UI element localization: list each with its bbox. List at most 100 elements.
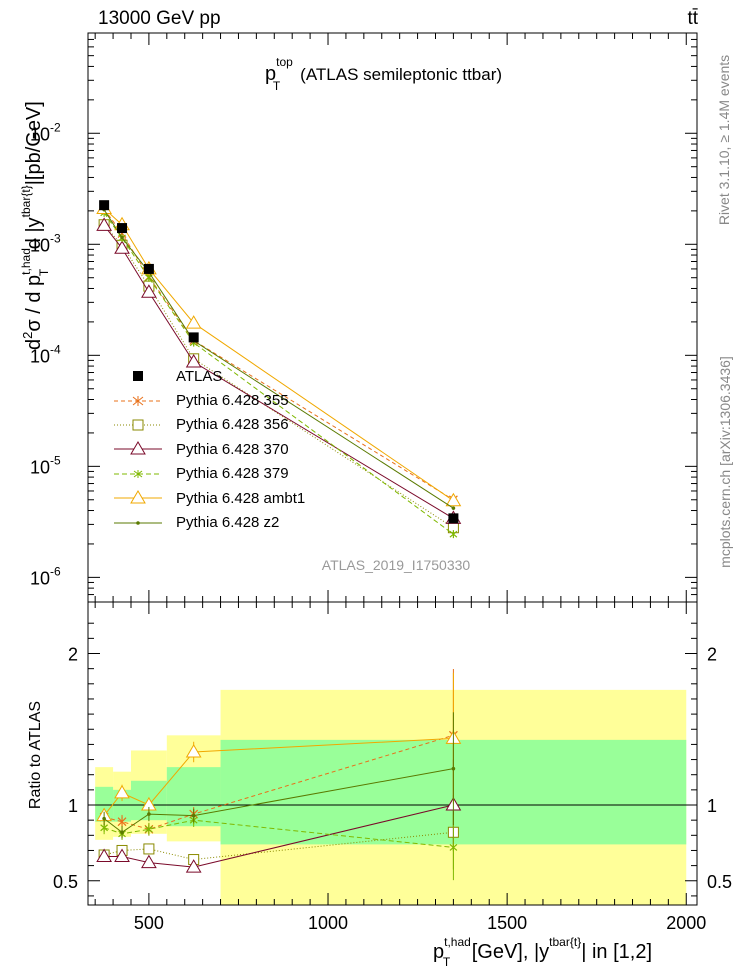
atlas-data-point: [448, 513, 459, 524]
marker-filled-square: [99, 200, 110, 211]
series-line-3: [103, 819, 454, 848]
marker-open-triangle: [114, 784, 130, 799]
analysis-id-watermark: ATLAS_2019_I1750330: [322, 557, 471, 573]
data-point-5: [147, 812, 151, 816]
marker-open-triangle: [141, 854, 157, 869]
data-point-2: [141, 854, 157, 869]
data-point-5: [451, 506, 456, 510]
ratio-plot-frame: [87, 601, 698, 906]
marker-open-triangle: [185, 859, 202, 873]
marker-open-triangle: [114, 240, 130, 254]
legend-label: Pythia 6.428 ambt1: [176, 489, 306, 507]
legend: ATLAS Pythia 6.428 355 Pythia 6.428 356 …: [110, 364, 305, 535]
main-y-axis-label: d2σ / d pt,had T d |ytbar{t}|[pb/GeV]: [19, 101, 51, 350]
x-tick-label: 2000: [666, 913, 706, 933]
legend-label: ATLAS: [176, 367, 223, 385]
legend-label: Pythia 6.428 355: [176, 392, 289, 410]
marker-star: [145, 825, 153, 834]
marker-dot: [451, 766, 456, 771]
legend-label: Pythia 6.428 379: [176, 465, 289, 483]
x-tick-label: 1000: [308, 913, 348, 933]
data-point-3: [449, 843, 458, 852]
data-point-4: [185, 743, 202, 758]
legend-label: Pythia 6.428 356: [176, 416, 289, 434]
atlas-data-point: [99, 200, 110, 211]
data-point-0: [117, 816, 127, 827]
data-point-2: [185, 354, 202, 368]
data-point-3: [145, 825, 153, 834]
data-point-5: [102, 816, 106, 821]
process-label: tt̄: [687, 8, 698, 29]
ratio-y-tick-label: 0.5: [53, 872, 78, 892]
legend-label: Pythia 6.428 370: [176, 440, 289, 458]
marker-open-triangle: [445, 492, 462, 507]
marker-dot: [102, 816, 106, 821]
marker-dot: [451, 506, 456, 510]
y-tick-label: 10-5: [30, 453, 61, 477]
marker-open-triangle: [96, 217, 112, 231]
data-point-4: [185, 315, 202, 329]
main-title: ptop T(ATLAS semileptonic ttbar): [265, 55, 502, 93]
marker-dot: [147, 812, 151, 816]
legend-item-379: Pythia 6.428 379: [110, 462, 305, 486]
energy-label: 13000 GeV pp: [98, 8, 221, 29]
data-point-3: [145, 273, 153, 282]
atlas-data-point: [188, 332, 199, 343]
y-tick-label: 10-4: [30, 342, 61, 366]
marker-open-triangle: [185, 315, 202, 329]
data-point-2: [114, 240, 130, 254]
uncertainty-band-green: [95, 786, 114, 822]
marker-dot: [120, 830, 124, 835]
mcplots-source-label: mcplots.cern.ch [arXiv:1306.3436]: [717, 356, 733, 568]
data-point-5: [120, 235, 124, 240]
x-axis-label: pt,had T [GeV], |ytbar{t}| in [1,2]: [433, 935, 652, 969]
ratio-y-tick-label: 0.5: [707, 872, 732, 892]
marker-filled-square: [117, 223, 128, 234]
marker-filled-square: [143, 263, 154, 274]
legend-item-356: Pythia 6.428 356: [110, 413, 305, 437]
marker-dot: [191, 813, 196, 818]
series-line-0: [103, 208, 454, 501]
marker-star: [117, 816, 127, 827]
ratio-y-tick-label: 1: [707, 796, 717, 816]
rivet-version-label: Rivet 3.1.10, ≥ 1.4M events: [716, 54, 732, 226]
data-point-5: [451, 766, 456, 771]
y-tick-label: 10-6: [30, 564, 61, 588]
marker-star: [449, 843, 458, 852]
atlas-data-point: [143, 263, 154, 274]
marker-open-triangle: [185, 743, 202, 758]
data-point-2: [114, 848, 130, 863]
x-tick-label: 500: [134, 913, 164, 933]
atlas-data-point: [117, 223, 128, 234]
ratio-y-tick-label: 2: [707, 645, 717, 665]
data-point-5: [191, 813, 196, 818]
marker-open-triangle: [185, 354, 202, 368]
marker-open-triangle: [141, 284, 157, 298]
y-tick-label: 10-3: [30, 231, 61, 255]
data-point-4: [114, 784, 130, 799]
data-point-2: [185, 859, 202, 873]
ratio-y-tick-label: 2: [68, 645, 78, 665]
marker-star: [145, 273, 153, 282]
ratio-y-tick-label: 1: [68, 796, 78, 816]
legend-label: Pythia 6.428 z2: [176, 514, 280, 532]
marker-dot: [120, 235, 124, 240]
data-point-2: [96, 848, 112, 863]
data-point-2: [141, 284, 157, 298]
marker-open-triangle: [114, 848, 130, 863]
legend-item-atlas: ATLAS: [110, 364, 305, 388]
marker-open-triangle: [96, 848, 112, 863]
marker-open-square: [143, 843, 155, 855]
legend-item-z2: Pythia 6.428 z2: [110, 510, 305, 534]
marker-star: [449, 530, 458, 539]
data-point-5: [120, 830, 124, 835]
data-point-1: [143, 843, 155, 855]
data-point-4: [445, 492, 462, 507]
y-tick-label: 10-2: [30, 120, 61, 144]
x-tick-label: 1500: [487, 913, 527, 933]
series-line-1: [103, 224, 454, 529]
marker-filled-square: [448, 513, 459, 524]
legend-item-ambt1: Pythia 6.428 ambt1: [110, 486, 305, 510]
ratio-y-axis-label: Ratio to ATLAS: [27, 701, 44, 809]
